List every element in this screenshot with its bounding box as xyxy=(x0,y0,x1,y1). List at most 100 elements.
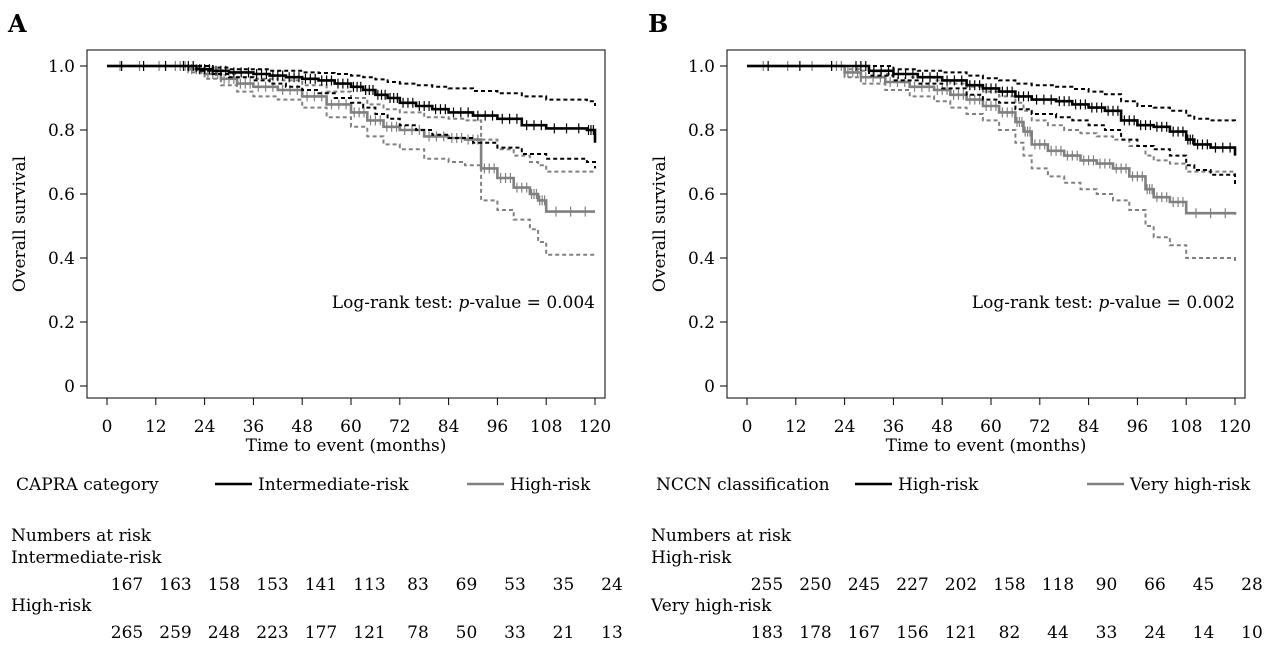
series-0 xyxy=(107,61,597,169)
plot-frame xyxy=(726,49,1246,399)
risk-value: 90 xyxy=(1096,575,1118,595)
x-tick-label: 48 xyxy=(931,417,953,437)
risk-value: 66 xyxy=(1144,575,1166,595)
series-0 xyxy=(747,61,1237,185)
panel-a: A 0 0.2 0.4 0.6 0.8 1.0 0 12 24 36 48 60 72 84 96 108 120… xyxy=(7,9,623,643)
y-tick-label: 0.8 xyxy=(688,121,715,141)
panel-b: B 0 0.2 0.4 0.6 0.8 1.0 0 12 24 36 48 60 72 84 96 108 120… xyxy=(648,9,1263,643)
y-tick-label: 0 xyxy=(704,377,715,397)
risk-value: 250 xyxy=(799,575,831,595)
risk-value: 156 xyxy=(896,623,928,643)
risk-value: 141 xyxy=(305,575,337,595)
series-1 xyxy=(107,61,595,256)
x-tick-label: 12 xyxy=(785,417,807,437)
y-tick-label: 0.4 xyxy=(688,249,715,269)
y-tick-label: 1.0 xyxy=(688,57,715,77)
risk-value: 113 xyxy=(353,575,385,595)
x-tick-label: 0 xyxy=(742,417,753,437)
risk-row-label: High-risk xyxy=(11,596,92,616)
annotation-suffix: -value = 0.002 xyxy=(1109,293,1235,313)
survival-line xyxy=(107,64,595,213)
risk-value: 248 xyxy=(208,623,240,643)
ci-lower-line xyxy=(747,65,1236,263)
logrank-annotation: Log-rank test: p-value = 0.002 xyxy=(972,293,1235,313)
risk-value: 177 xyxy=(305,623,337,643)
ci-lower-line xyxy=(107,65,596,169)
x-axis-label: Time to event (months) xyxy=(246,436,447,456)
risk-value: 245 xyxy=(848,575,880,595)
risk-value: 259 xyxy=(159,623,191,643)
x-tick-label: 60 xyxy=(980,417,1002,437)
x-tick-label: 120 xyxy=(1219,417,1251,437)
risk-value: 78 xyxy=(407,623,429,643)
risk-value: 121 xyxy=(353,623,385,643)
risk-value: 24 xyxy=(1144,623,1166,643)
panel-label: A xyxy=(7,9,27,38)
annotation-p: p xyxy=(458,293,469,313)
risk-value: 153 xyxy=(256,575,288,595)
legend-title: NCCN classification xyxy=(656,475,830,495)
risk-value: 158 xyxy=(993,575,1025,595)
x-tick-label: 36 xyxy=(243,417,265,437)
x-tick-label: 108 xyxy=(1170,417,1202,437)
risk-value: 227 xyxy=(896,575,928,595)
legend-title: CAPRA category xyxy=(16,475,159,495)
annotation-suffix: -value = 0.004 xyxy=(469,293,595,313)
risk-value: 82 xyxy=(999,623,1021,643)
y-tick-label: 0.2 xyxy=(48,313,75,333)
risk-value: 45 xyxy=(1193,575,1215,595)
logrank-annotation: Log-rank test: p-value = 0.004 xyxy=(332,293,595,313)
x-axis-label: Time to event (months) xyxy=(886,436,1087,456)
risk-value: 53 xyxy=(504,575,526,595)
risk-value: 35 xyxy=(553,575,575,595)
risk-table-title: Numbers at risk xyxy=(11,526,152,546)
y-tick-label: 0.8 xyxy=(48,121,75,141)
x-tick-label: 60 xyxy=(340,417,362,437)
x-tick-label: 72 xyxy=(389,417,411,437)
risk-value: 265 xyxy=(111,623,143,643)
y-tick-label: 0.2 xyxy=(688,313,715,333)
annotation-p: p xyxy=(1098,293,1109,313)
ci-lower-line xyxy=(747,65,1236,185)
risk-table-title: Numbers at risk xyxy=(651,526,792,546)
ci-lower-line xyxy=(107,65,595,256)
risk-value: 69 xyxy=(456,575,478,595)
x-tick-label: 48 xyxy=(291,417,313,437)
y-tick-label: 0.6 xyxy=(688,185,715,205)
risk-value: 24 xyxy=(601,575,623,595)
risk-value: 202 xyxy=(945,575,977,595)
risk-value: 10 xyxy=(1241,623,1263,643)
risk-value: 44 xyxy=(1047,623,1069,643)
x-tick-label: 96 xyxy=(1127,417,1149,437)
x-tick-label: 120 xyxy=(579,417,611,437)
x-tick-label: 96 xyxy=(487,417,509,437)
x-tick-label: 36 xyxy=(883,417,905,437)
risk-value: 167 xyxy=(111,575,143,595)
x-tick-label: 84 xyxy=(438,417,460,437)
legend-label: Intermediate-risk xyxy=(258,475,409,495)
risk-value: 83 xyxy=(407,575,429,595)
risk-value: 163 xyxy=(159,575,191,595)
x-tick-label: 72 xyxy=(1029,417,1051,437)
y-tick-label: 0 xyxy=(64,377,75,397)
x-tick-label: 24 xyxy=(194,417,216,437)
risk-row-label: High-risk xyxy=(651,548,732,568)
legend-label: High-risk xyxy=(898,475,979,495)
series-1 xyxy=(747,61,1237,263)
ci-upper-line xyxy=(747,65,1236,122)
risk-value: 118 xyxy=(1042,575,1074,595)
risk-value: 183 xyxy=(751,623,783,643)
y-tick-label: 0.6 xyxy=(48,185,75,205)
y-axis-label: Overall survival xyxy=(650,156,670,292)
risk-value: 13 xyxy=(601,623,623,643)
risk-value: 33 xyxy=(1096,623,1118,643)
annotation-prefix: Log-rank test: xyxy=(332,293,459,313)
risk-value: 14 xyxy=(1193,623,1215,643)
risk-value: 21 xyxy=(553,623,575,643)
risk-value: 255 xyxy=(751,575,783,595)
risk-value: 28 xyxy=(1241,575,1263,595)
x-tick-label: 24 xyxy=(834,417,856,437)
risk-value: 33 xyxy=(504,623,526,643)
